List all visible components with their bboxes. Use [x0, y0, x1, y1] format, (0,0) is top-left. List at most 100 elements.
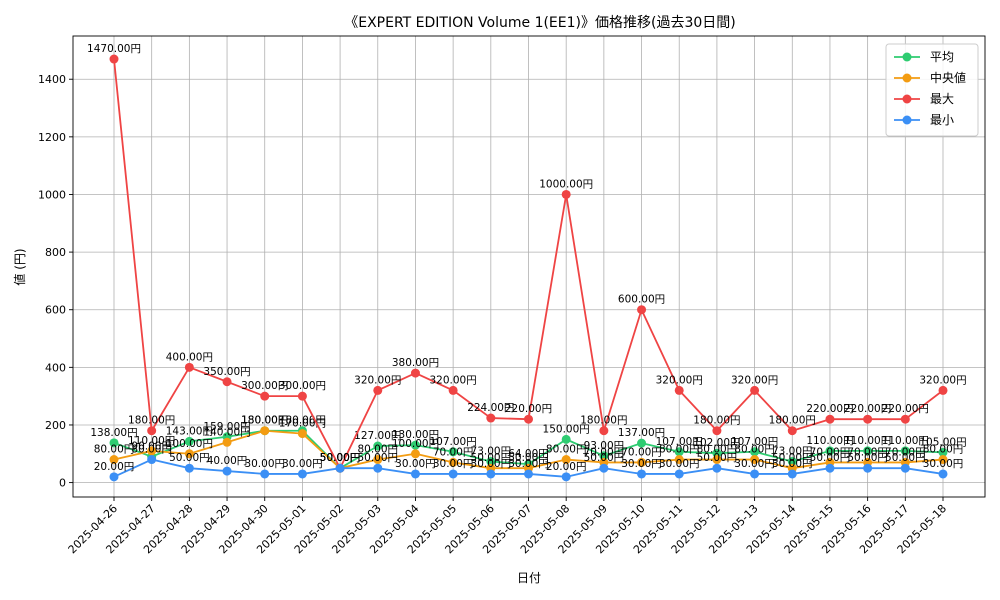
data-point	[674, 455, 684, 465]
data-label: 80.00円	[94, 444, 135, 456]
data-label: 107.00円	[656, 436, 703, 448]
data-point	[599, 451, 609, 461]
data-point	[674, 469, 684, 479]
data-point	[637, 457, 647, 467]
data-label: 220.00円	[882, 403, 929, 415]
data-label: 70.00円	[621, 446, 662, 458]
data-point	[222, 466, 232, 476]
data-label: 50.00円	[471, 452, 512, 464]
data-label: 70.00円	[433, 446, 474, 458]
data-point	[373, 463, 383, 473]
data-point	[373, 455, 383, 465]
legend-label: 平均	[930, 50, 954, 64]
y-tick-label: 1400	[38, 73, 66, 86]
data-label: 80.00円	[131, 444, 172, 456]
y-tick-label: 1200	[38, 131, 66, 144]
data-point	[561, 434, 571, 444]
data-label: 320.00円	[919, 374, 966, 386]
data-point	[938, 447, 948, 457]
data-label: 30.00円	[395, 458, 436, 470]
data-label: 70.00円	[810, 446, 851, 458]
data-label: 70.00円	[847, 446, 888, 458]
data-label: 30.00円	[471, 458, 512, 470]
data-label: 40.00円	[207, 455, 248, 467]
data-label: 220.00円	[806, 403, 853, 415]
data-point	[900, 463, 910, 473]
data-label: 350.00円	[203, 366, 250, 378]
data-point	[825, 414, 835, 424]
data-point	[787, 457, 797, 467]
data-label: 64.00円	[508, 448, 549, 460]
data-point	[410, 440, 420, 450]
data-label: 400.00円	[166, 351, 213, 363]
data-point	[184, 436, 194, 446]
chart-title: 《EXPERT EDITION Volume 1(EE1)》価格推移(過去30日…	[344, 15, 736, 31]
legend-marker	[902, 52, 912, 62]
data-point	[147, 446, 157, 456]
legend-label: 最小	[930, 113, 954, 127]
data-label: 110.00円	[806, 435, 853, 447]
data-point	[674, 447, 684, 457]
data-label: 80.00円	[734, 444, 775, 456]
data-point	[373, 385, 383, 395]
data-label: 30.00円	[621, 458, 662, 470]
data-label: 320.00円	[430, 374, 477, 386]
data-point	[448, 447, 458, 457]
data-point	[712, 463, 722, 473]
data-point	[410, 469, 420, 479]
data-label: 220.00円	[844, 403, 891, 415]
data-point	[863, 446, 873, 456]
legend-box	[885, 43, 979, 137]
data-point	[561, 455, 571, 465]
data-label: 143.00円	[166, 425, 213, 437]
data-point	[750, 385, 760, 395]
data-label: 80.00円	[697, 444, 738, 456]
data-label: 107.00円	[731, 436, 778, 448]
data-point	[750, 455, 760, 465]
y-tick-label: 1000	[38, 188, 66, 201]
y-axis-label: 値 (円)	[12, 248, 27, 285]
data-label: 130.00円	[392, 429, 439, 441]
data-label: 73.00円	[772, 446, 813, 458]
legend-label: 中央値	[930, 70, 966, 85]
data-label: 50.00円	[320, 452, 361, 464]
data-label: 20.00円	[94, 461, 135, 473]
data-label: 137.00円	[618, 427, 665, 439]
data-label: 110.00円	[882, 435, 929, 447]
data-point	[561, 189, 571, 199]
data-label: 30.00円	[923, 458, 964, 470]
data-point	[410, 449, 420, 459]
data-label: 100.00円	[392, 438, 439, 450]
data-label: 140.00円	[203, 426, 250, 438]
data-label: 110.00円	[844, 435, 891, 447]
data-point	[938, 385, 948, 395]
data-point	[335, 463, 345, 473]
data-label: 138.00円	[90, 427, 137, 439]
legend-marker	[902, 73, 912, 83]
data-point	[109, 54, 119, 64]
data-point	[448, 385, 458, 395]
data-point	[448, 457, 458, 467]
data-label: 50.00円	[169, 452, 210, 464]
data-point	[712, 455, 722, 465]
legend-label: 最大	[930, 92, 954, 106]
data-label: 180.00円	[241, 415, 288, 427]
data-point	[637, 469, 647, 479]
data-point	[750, 447, 760, 457]
data-label: 93.00円	[584, 440, 625, 452]
data-label: 30.00円	[244, 458, 285, 470]
data-point	[297, 391, 307, 401]
data-point	[260, 426, 270, 436]
data-label: 180.00円	[241, 415, 288, 427]
data-label: 73.00円	[471, 446, 512, 458]
data-label: 180.00円	[693, 415, 740, 427]
data-label: 380.00円	[392, 357, 439, 369]
data-label: 30.00円	[772, 458, 813, 470]
data-label: 220.00円	[505, 403, 552, 415]
data-point	[109, 472, 119, 482]
series-最大: 1470.00円 180.00円 400.00円 350.00円 300.00円300.…	[87, 43, 967, 473]
y-tick-label: 0	[59, 477, 66, 490]
data-point	[147, 426, 157, 436]
data-label: 50.00円	[508, 452, 549, 464]
data-point	[297, 469, 307, 479]
